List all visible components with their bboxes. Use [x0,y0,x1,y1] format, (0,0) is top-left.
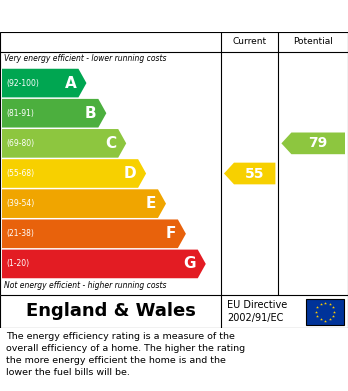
Text: (39-54): (39-54) [6,199,34,208]
Text: (92-100): (92-100) [6,79,39,88]
Text: Not energy efficient - higher running costs: Not energy efficient - higher running co… [4,281,166,290]
Polygon shape [2,69,86,97]
Polygon shape [2,249,206,278]
Polygon shape [2,159,146,188]
Text: 79: 79 [309,136,328,151]
Text: (81-91): (81-91) [6,109,34,118]
Text: EU Directive
2002/91/EC: EU Directive 2002/91/EC [227,300,287,323]
Text: 55: 55 [245,167,264,181]
Text: B: B [85,106,96,121]
Text: Potential: Potential [293,38,333,47]
Polygon shape [282,133,345,154]
Polygon shape [2,129,126,158]
Text: The energy efficiency rating is a measure of the
overall efficiency of a home. T: The energy efficiency rating is a measur… [6,332,245,377]
Text: Current: Current [232,38,267,47]
Text: C: C [105,136,116,151]
Polygon shape [2,99,106,127]
Text: (21-38): (21-38) [6,229,34,238]
Polygon shape [224,163,275,184]
Polygon shape [2,189,166,218]
Text: (1-20): (1-20) [6,260,29,269]
Text: A: A [65,75,77,91]
Text: F: F [166,226,176,241]
Polygon shape [2,219,186,248]
Text: D: D [124,166,136,181]
Text: Very energy efficient - lower running costs: Very energy efficient - lower running co… [4,54,166,63]
Text: Energy Efficiency Rating: Energy Efficiency Rating [10,7,251,25]
Text: G: G [183,256,196,271]
Text: (55-68): (55-68) [6,169,34,178]
Bar [306,298,344,325]
Text: (69-80): (69-80) [6,139,34,148]
Text: England & Wales: England & Wales [25,303,196,321]
Text: E: E [145,196,156,211]
